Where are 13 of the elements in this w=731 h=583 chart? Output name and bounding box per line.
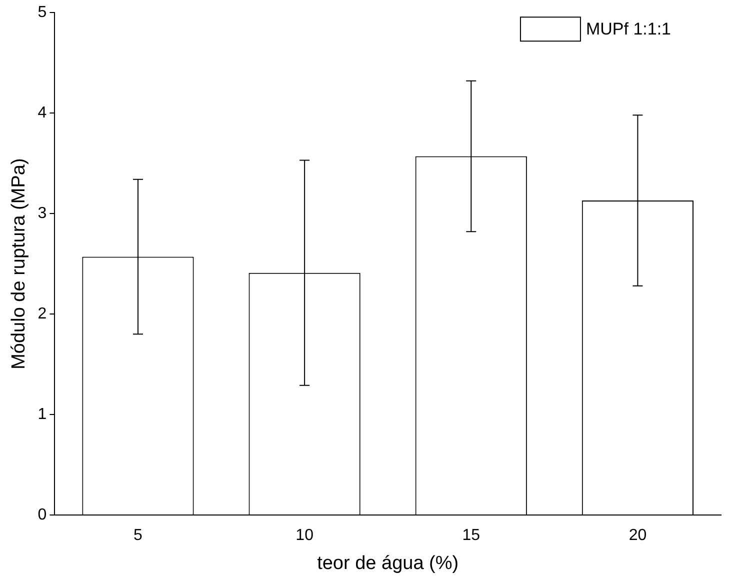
x-tick-label: 15 [462,527,480,544]
y-tick-label: 4 [38,104,47,122]
x-axis-title: teor de água (%) [317,552,459,574]
y-tick-label: 0 [38,506,47,524]
y-tick-label: 5 [38,4,47,22]
y-tick-label: 3 [38,204,47,222]
x-tick-label: 10 [296,527,314,544]
y-axis-title: Módulo de ruptura (MPa) [8,158,30,370]
y-tick-label: 1 [38,406,47,423]
y-tick-label: 2 [38,305,47,322]
x-tick-label: 20 [628,527,647,544]
x-tick-label: 5 [134,527,143,544]
text: MUPf 1:1:1 [586,19,672,38]
